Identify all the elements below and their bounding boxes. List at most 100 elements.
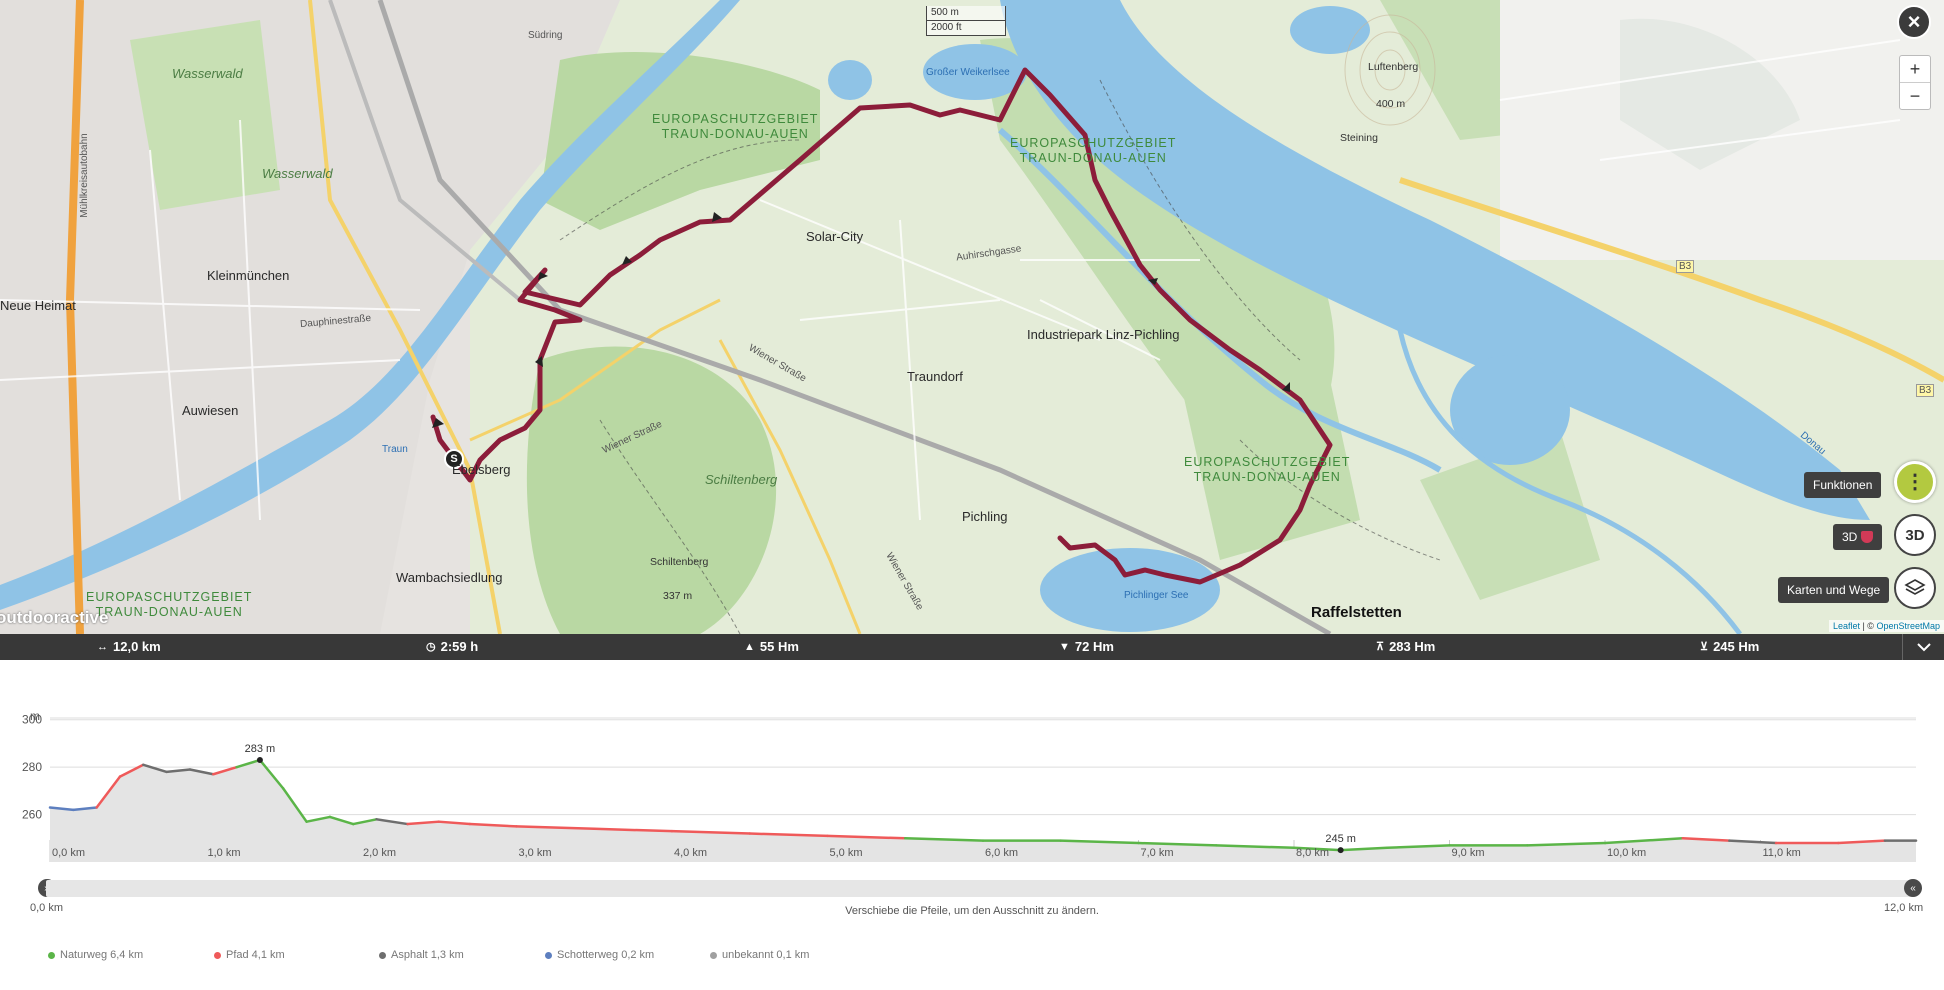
legend-label: unbekannt 0,1 km [722, 949, 810, 961]
zoom-in-button[interactable]: + [1900, 56, 1930, 83]
route-line [430, 67, 1333, 585]
profile-line-segment [1386, 844, 1451, 850]
profile-line-segment [328, 815, 355, 826]
stat-duration: ◷ 2:59 h [426, 639, 478, 654]
profile-line-segment [258, 758, 285, 790]
descent-icon: ▼ [1059, 640, 1070, 653]
distance-icon: ↔ [97, 640, 108, 653]
legend-dot [710, 951, 717, 959]
y-tick-label: 280 [22, 760, 42, 774]
map-attribution: Leaflet | © OpenStreetMap [1828, 620, 1944, 632]
map-label-auwiesen: Auwiesen [182, 403, 239, 418]
min-elevation-point [1337, 847, 1344, 854]
profile-range-slider[interactable] [46, 880, 1912, 897]
map-label-wasserwald: Wasserwald [172, 66, 243, 81]
profile-line-segment [375, 818, 409, 826]
legend-label: Naturweg 6,4 km [60, 949, 144, 961]
profile-line-segment [1137, 841, 1218, 847]
legend-dot [379, 951, 386, 959]
map-base-layer [0, 0, 1944, 634]
map-label-traundorf: Traundorf [907, 369, 963, 384]
stat-min-altitude: ⊻ 245 Hm [1700, 639, 1759, 654]
profile-line-segment [1837, 839, 1887, 845]
max-elevation-label: 283 m [245, 743, 276, 755]
osm-link[interactable]: OpenStreetMap [1876, 621, 1940, 631]
map-label-pichling: Pichling [962, 509, 1008, 524]
functions-button[interactable]: ⋮ [1894, 461, 1936, 503]
zoom-control: + − [1899, 55, 1931, 110]
max-elevation-point [256, 757, 263, 764]
map-label-solar-city: Solar-City [806, 229, 864, 244]
attribution-separator: | © [1859, 621, 1877, 631]
y-unit-label: m [30, 709, 40, 723]
3d-tooltip: 3D [1833, 524, 1883, 550]
x-tick-label: 1,0 km [208, 847, 241, 859]
map-label-protected-area: EUROPASCHUTZGEBIET TRAUN-DONAU-AUEN [652, 112, 819, 141]
map-label-luftenberg-elevation: 400 m [1376, 98, 1406, 110]
profile-line-segment [593, 827, 674, 833]
layers-button[interactable] [1894, 567, 1936, 609]
legend-label: Pfad 4,1 km [226, 949, 285, 961]
map-label-b3: B3 [1916, 384, 1935, 397]
profile-line-segment [95, 775, 122, 809]
x-tick-label: 3,0 km [519, 847, 552, 859]
clock-icon: ◷ [426, 641, 436, 653]
profile-line-segment [904, 837, 985, 842]
y-tick-label: 260 [22, 808, 42, 822]
profile-line-segment [1728, 839, 1778, 845]
profile-line-segment [282, 787, 308, 823]
map-label-muehlkreisautobahn: Mühlkreisautobahn [78, 133, 90, 218]
elevation-profile-chart[interactable]: 0,0 km 1,0 km 2,0 km 3,0 km 4,0 km 5,0 km 6,0 … [0, 660, 1944, 870]
map-label-wasserwald: Wasserwald [262, 166, 333, 181]
leaflet-link[interactable]: Leaflet [1832, 621, 1860, 631]
map-label-neue-heimat: Neue Heimat [0, 298, 76, 313]
tour-stats-bar: ↔ 12,0 km ◷ 2:59 h ▲ 55 Hm ▼ 72 Hm ⊼ 283… [0, 634, 1944, 660]
map-label-protected-area: EUROPASCHUTZGEBIET TRAUN-DONAU-AUEN [1010, 136, 1177, 165]
map-label-protected-area: EUROPASCHUTZGEBIET TRAUN-DONAU-AUEN [1184, 455, 1351, 484]
profile-end-handle[interactable]: « [1904, 879, 1922, 897]
profile-area [50, 760, 1916, 862]
x-tick-label: 9,0 km [1452, 847, 1485, 859]
chevron-down-icon [1917, 643, 1931, 652]
x-tick-label: 2,0 km [363, 847, 396, 859]
legend-item-asphalt: Asphalt 1,3 km [379, 949, 464, 961]
profile-line-segment [748, 832, 829, 838]
functions-tooltip: Funktionen [1804, 472, 1882, 498]
stat-distance-value: 12,0 km [113, 639, 161, 654]
profile-line-segment [165, 768, 192, 774]
x-tick-label: 5,0 km [830, 847, 863, 859]
legend-dot [214, 951, 221, 959]
collapse-profile-button[interactable] [1902, 634, 1944, 660]
legend-item-naturweg: Naturweg 6,4 km [48, 949, 143, 961]
zoom-out-button[interactable]: − [1909, 85, 1921, 106]
profile-line-segment [515, 825, 596, 831]
close-button[interactable]: × [1897, 5, 1931, 39]
map-scale: 500 m 2000 ft [926, 6, 1006, 36]
stat-ascent: ▲ 55 Hm [744, 639, 799, 654]
map-label-steining: Steining [1340, 132, 1378, 144]
profile-line-segment [1603, 837, 1684, 845]
legend-label: Schotterweg 0,2 km [557, 949, 655, 961]
outdooractive-watermark: outdooractive [0, 608, 109, 627]
ascent-icon: ▲ [744, 640, 755, 653]
shield-icon [1861, 531, 1874, 543]
profile-line-segment [351, 818, 378, 826]
start-marker-icon[interactable]: S [444, 449, 464, 469]
3d-button[interactable]: 3D [1894, 514, 1936, 556]
map-view[interactable]: S Wasserwald Wasserwald Kleinmünchen Neu… [0, 0, 1944, 634]
slider-hint: Verschiebe die Pfeile, um den Ausschnitt… [845, 905, 1099, 917]
map-label-pichlinger-see: Pichlinger See [1124, 590, 1189, 601]
x-tick-label: 4,0 km [674, 847, 707, 859]
profile-line-segment [118, 763, 145, 778]
min-elevation-label: 245 m [1325, 833, 1356, 845]
profile-line-segment [826, 834, 907, 840]
legend-item-schotterweg: Schotterweg 0,2 km [545, 949, 654, 961]
legend-dot [545, 951, 552, 959]
max-altitude-icon: ⊼ [1376, 641, 1385, 653]
y-tick-label: 300 [22, 713, 42, 727]
profile-line-segment [1526, 841, 1607, 847]
stat-descent-value: 72 Hm [1074, 639, 1114, 654]
map-label-industriepark: Industriepark Linz-Pichling [1027, 327, 1180, 342]
map-label-ebelsberg: Ebelsberg [452, 462, 511, 477]
stat-duration-value: 2:59 h [440, 639, 479, 654]
